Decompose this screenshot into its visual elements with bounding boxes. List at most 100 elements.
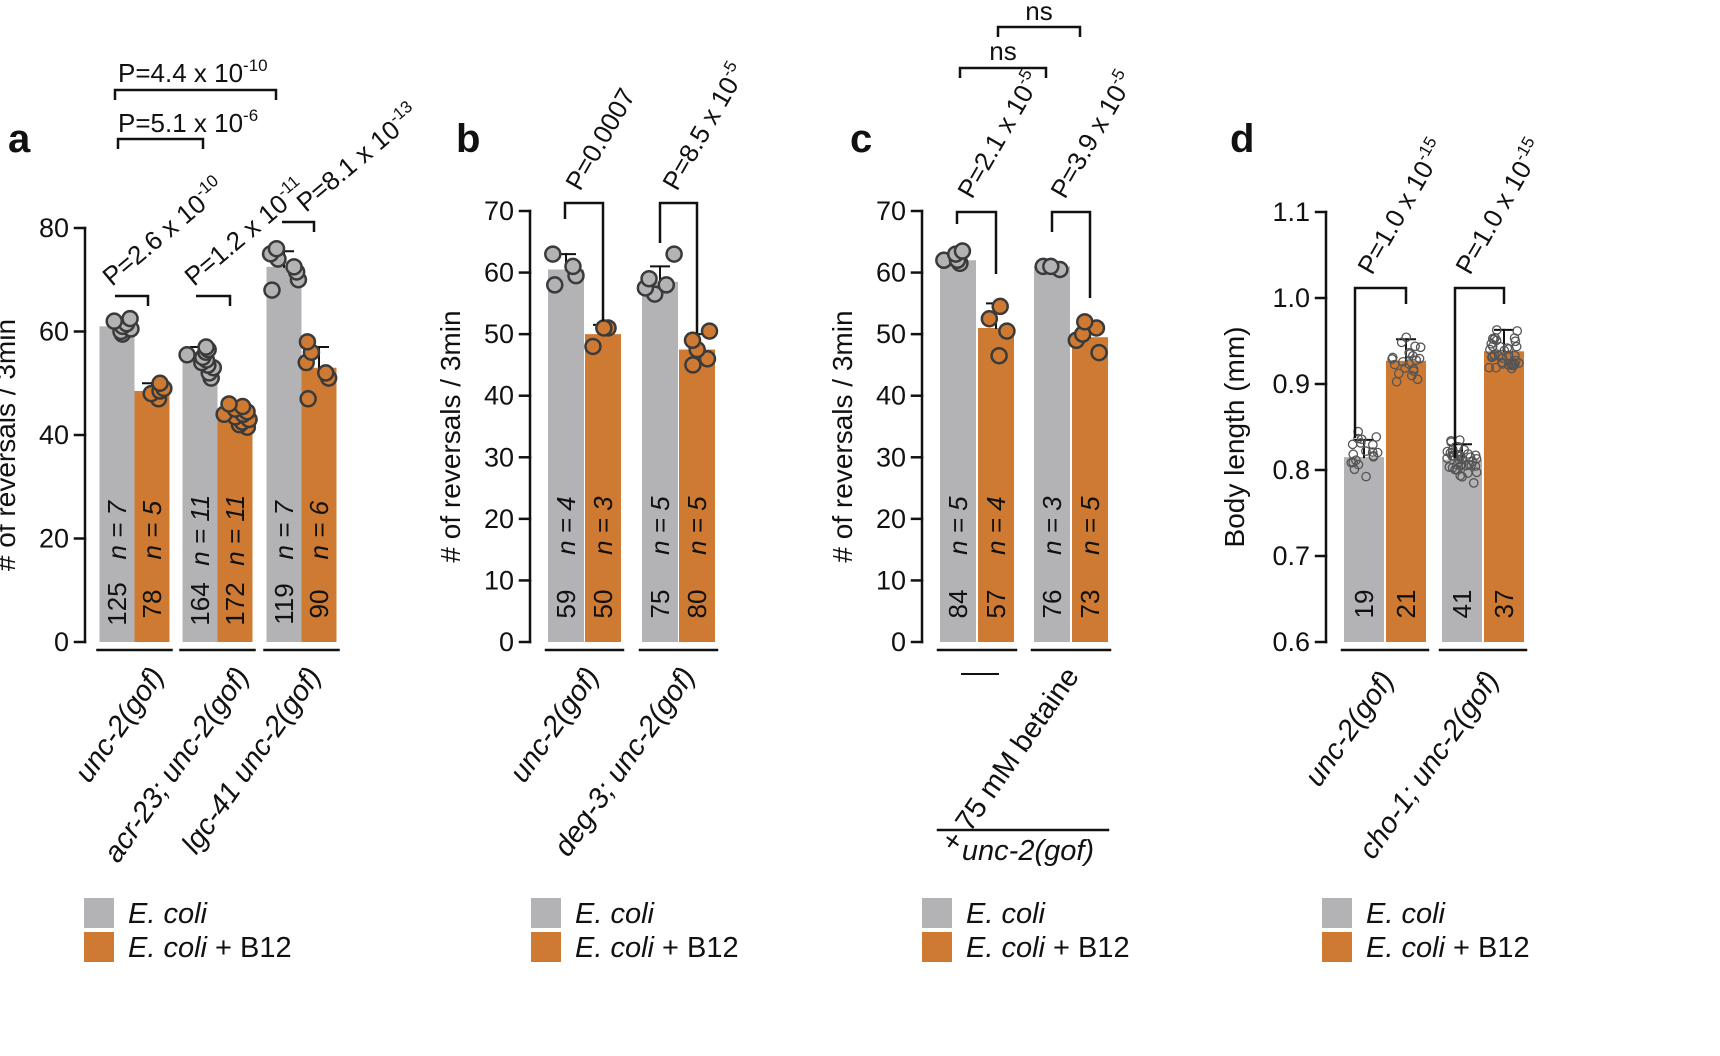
data-point (1389, 359, 1400, 370)
data-point (1503, 350, 1514, 361)
data-point (700, 322, 719, 340)
y-tick-label: 0.8 (1272, 455, 1310, 485)
data-point (665, 245, 683, 263)
data-point (1452, 459, 1462, 470)
data-point (990, 346, 1008, 365)
data-point (1514, 358, 1524, 368)
y-tick-label: 1.1 (1272, 197, 1310, 227)
legend-species: E. coli (966, 898, 1047, 930)
group: n = 4 59 n = 3 50 unc-2(gof) (504, 245, 625, 788)
group-label: + 75 mM betaine (935, 662, 1086, 858)
data-point (1076, 313, 1094, 331)
data-point (1387, 354, 1397, 364)
data-point (1447, 444, 1458, 455)
significance-bracket (116, 137, 205, 149)
n-label: n = 5 (943, 496, 973, 555)
y-tick-label: 0 (891, 627, 906, 657)
p-value-exponent: -6 (243, 106, 258, 125)
bar (217, 416, 253, 642)
legend-label: E. coli + B12 (966, 932, 1130, 964)
significance-bracket (1353, 286, 1408, 438)
data-point (1371, 432, 1382, 442)
count-label: 78 (137, 590, 167, 619)
p-value-value: P=8.5 x 10 (656, 72, 745, 195)
y-tick-label: 50 (484, 319, 514, 349)
data-point (1368, 450, 1379, 461)
data-point (684, 356, 702, 374)
count-label: 41 (1447, 590, 1477, 619)
panel-letter: d (1230, 117, 1254, 161)
legend-species: E. coli (1366, 898, 1447, 930)
p-value: P=8.1 x 10-13 (291, 97, 417, 218)
bar (301, 367, 337, 642)
data-point (1348, 449, 1359, 460)
data-point (1510, 336, 1521, 347)
data-point (564, 257, 582, 276)
y-tick-label: 40 (876, 381, 906, 411)
data-point (197, 338, 215, 356)
data-point (1490, 332, 1500, 343)
y-tick-label: 70 (484, 196, 514, 226)
bar (978, 327, 1014, 642)
ns-label: ns (989, 36, 1016, 66)
group-caption: unc-2(gof) (962, 835, 1094, 867)
n-label: n = 5 (1075, 496, 1105, 555)
count-label: 76 (1037, 590, 1067, 619)
data-point (1512, 326, 1523, 336)
legend-label: E. coli + B12 (128, 932, 292, 964)
legend-label: E. coli + B12 (575, 932, 739, 964)
legend-label: E. coli + B12 (1366, 932, 1530, 964)
data-point (267, 239, 286, 258)
data-point (1347, 439, 1358, 450)
panel-letter: a (8, 117, 31, 161)
n-label: n = 5 (137, 500, 167, 559)
y-tick-label: 60 (484, 258, 514, 288)
bar (1484, 351, 1524, 642)
data-point (1361, 446, 1371, 456)
data-point (595, 319, 613, 337)
data-point (1408, 366, 1419, 376)
data-point (1456, 453, 1467, 464)
legend-suffix: + B12 (654, 932, 739, 964)
data-point (546, 276, 564, 294)
p-value-text: P=3.9 x 10-5 (1042, 66, 1140, 203)
n-label: n = 5 (682, 496, 712, 555)
data-point (1396, 337, 1407, 348)
count-label: 84 (943, 590, 973, 619)
count-label: 125 (102, 582, 132, 625)
y-tick-label: 1.0 (1272, 283, 1310, 313)
p-value: P=1.0 x 10-15 (1449, 133, 1539, 279)
y-tick-label: 70 (876, 196, 906, 226)
y-tick-label: 0.9 (1272, 369, 1310, 399)
n-label: n = 4 (551, 496, 581, 555)
count-label: 172 (220, 582, 250, 625)
p-value-text: P=8.5 x 10-5 (654, 58, 752, 195)
n-label: n = 7 (102, 499, 132, 559)
data-point (1356, 434, 1367, 445)
y-tick-label: 0 (54, 627, 69, 657)
p-value-value: P=1.0 x 10 (1449, 156, 1538, 279)
count-label: 19 (1349, 590, 1379, 619)
data-point (151, 374, 169, 392)
legend-species: E. coli (575, 898, 656, 930)
y-tick-label: 20 (876, 504, 906, 534)
count-label: 50 (588, 590, 618, 619)
significance-bracket (282, 220, 316, 232)
bar (99, 326, 135, 642)
bar (679, 349, 715, 642)
bar (642, 281, 678, 642)
count-label: 119 (269, 583, 299, 624)
y-tick-label: 0.6 (1272, 627, 1310, 657)
group: n = 5 84 n = 4 57 (935, 242, 1018, 675)
data-point (1368, 439, 1378, 450)
panel-d: d 0.6 0.7 0.8 0.9 1.0 1.1 Body length (mm) 19 21 u… (1219, 117, 1539, 865)
panel-letter: c (850, 117, 872, 161)
legend-swatch (531, 898, 561, 928)
data-point (640, 269, 658, 288)
bar (1344, 457, 1384, 642)
significance-bracket (958, 66, 1048, 78)
